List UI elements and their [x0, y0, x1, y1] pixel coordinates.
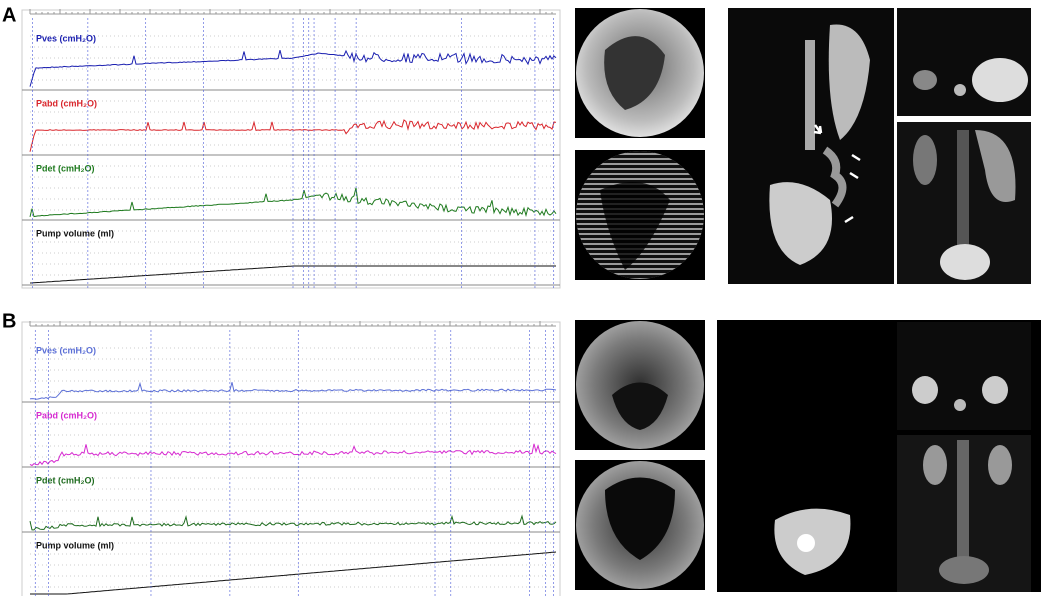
- trace-label: Pdet (cmH₂O): [36, 163, 95, 173]
- fluoroscopy: [575, 320, 705, 590]
- mri: [728, 8, 1031, 284]
- trace-label: Pump volume (ml): [36, 228, 114, 238]
- trace: [29, 119, 557, 152]
- trace: [29, 514, 557, 531]
- trace: [30, 551, 557, 595]
- panel-label: A: [2, 4, 16, 26]
- trace-label: Pump volume (ml): [36, 540, 114, 550]
- mri: [717, 320, 1041, 592]
- trace-label: Pves (cmH₂O): [36, 33, 96, 43]
- trace-label: Pves (cmH₂O): [36, 345, 96, 355]
- trace-label: Pabd (cmH₂O): [36, 98, 97, 108]
- trace-label: Pabd (cmH₂O): [36, 410, 97, 420]
- panel-b: B Pves (cmH₂O) Pabd (cmH₂O) Pdet (cmH₂O) Pu…: [2, 310, 1041, 596]
- trace: [29, 381, 557, 400]
- trace-frame: [21, 9, 561, 289]
- panel-a: A Pves (cmH₂O)Pabd (cmH₂O)Pdet (cmH₂: [2, 4, 1031, 289]
- trace: [29, 49, 557, 87]
- panel-label: B: [2, 310, 16, 332]
- trace-frame: [21, 321, 561, 596]
- fluoroscopy: [575, 8, 705, 280]
- trace-label: Pdet (cmH₂O): [36, 475, 95, 485]
- trace: [29, 443, 557, 467]
